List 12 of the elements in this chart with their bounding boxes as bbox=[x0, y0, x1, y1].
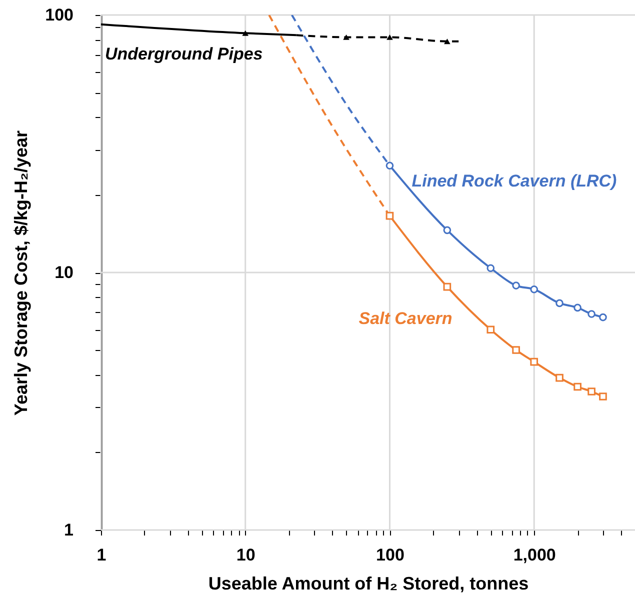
series-label: Underground Pipes bbox=[105, 44, 263, 64]
x-tick-label: 1 bbox=[96, 546, 106, 564]
x-tick-label: 1,000 bbox=[513, 546, 556, 564]
y-axis-title: Yearly Storage Cost, $/kg-H₂/year bbox=[11, 130, 32, 416]
y-tick-label: 100 bbox=[45, 6, 74, 24]
x-axis-title: Useable Amount of H₂ Stored, tonnes bbox=[208, 574, 529, 594]
y-tick-label: 10 bbox=[54, 263, 74, 282]
y-tick-label: 1 bbox=[64, 520, 74, 540]
x-tick-label: 10 bbox=[236, 546, 256, 564]
series-label: Salt Cavern bbox=[358, 308, 452, 328]
x-tick-label: 100 bbox=[376, 546, 404, 564]
series-label: Lined Rock Cavern (LRC) bbox=[412, 172, 618, 191]
